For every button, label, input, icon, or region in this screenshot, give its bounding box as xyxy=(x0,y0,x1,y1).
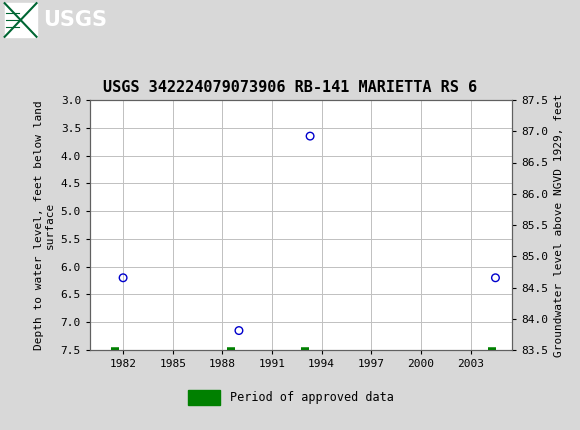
FancyBboxPatch shape xyxy=(5,3,37,37)
Text: USGS 342224079073906 RB-141 MARIETTA RS 6: USGS 342224079073906 RB-141 MARIETTA RS … xyxy=(103,80,477,95)
Bar xyxy=(188,390,220,405)
Point xyxy=(118,274,128,281)
Text: Period of approved data: Period of approved data xyxy=(230,390,394,403)
Point xyxy=(306,133,315,140)
Point xyxy=(491,274,500,281)
Text: USGS: USGS xyxy=(44,10,107,30)
Y-axis label: Groundwater level above NGVD 1929, feet: Groundwater level above NGVD 1929, feet xyxy=(553,93,564,356)
Point xyxy=(234,327,244,334)
Y-axis label: Depth to water level, feet below land
surface: Depth to water level, feet below land su… xyxy=(34,100,55,350)
